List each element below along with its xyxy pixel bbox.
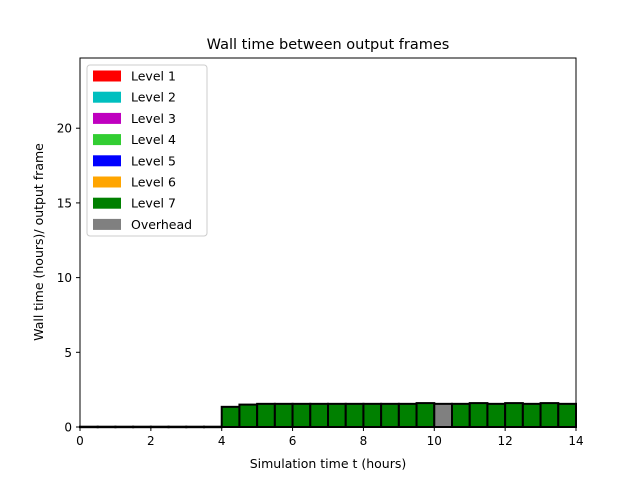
legend-swatch — [93, 197, 121, 209]
x-axis-ticks: 0 2 4 6 8 10 12 14 — [76, 427, 584, 448]
bar-level7 — [344, 402, 365, 428]
chart-title: Wall time between output frames — [207, 37, 450, 53]
bar-level7 — [486, 402, 507, 428]
bar-level7 — [309, 402, 329, 428]
bar-level7 — [521, 402, 542, 428]
y-tick-label: 10 — [57, 271, 72, 285]
bar-level7 — [539, 402, 560, 429]
x-tick-label: 6 — [289, 434, 297, 448]
legend-swatch — [93, 91, 121, 103]
bar-level7 — [451, 402, 471, 428]
y-tick-label: 5 — [64, 346, 72, 360]
y-axis-ticks: 0 5 10 15 20 — [57, 122, 80, 435]
x-tick-label: 12 — [498, 434, 513, 448]
bar-level7 — [291, 402, 312, 428]
y-axis-label: Wall time (hours)/ output frame — [31, 143, 46, 341]
bar-overhead — [433, 402, 453, 428]
x-tick-label: 4 — [218, 434, 226, 448]
legend-swatch — [93, 112, 121, 124]
x-axis-label: Simulation time t (hours) — [250, 456, 407, 471]
legend-swatch — [93, 134, 121, 146]
legend-label: Level 1 — [131, 69, 176, 84]
bar-level7 — [504, 402, 524, 429]
bar-level7 — [557, 402, 577, 428]
x-tick-label: 10 — [427, 434, 442, 448]
legend-swatch — [93, 70, 121, 82]
legend-frame — [86, 64, 208, 237]
legend-label: Overhead — [131, 217, 192, 232]
legend: Level 1 Level 2 Level 3 Level 4 Level 5 Level… — [86, 64, 208, 237]
bar-level7 — [468, 402, 489, 429]
legend-label: Level 4 — [131, 132, 176, 147]
bar-level7 — [327, 402, 347, 428]
legend-swatch — [93, 218, 121, 230]
y-tick-label: 20 — [57, 122, 72, 136]
x-tick-label: 8 — [360, 434, 368, 448]
x-tick-label: 14 — [568, 434, 583, 448]
y-tick-label: 0 — [64, 421, 72, 435]
y-tick-label: 15 — [57, 196, 72, 210]
bar-level7 — [397, 402, 418, 428]
legend-label: Level 6 — [131, 175, 176, 190]
legend-label: Level 7 — [131, 196, 176, 211]
legend-label: Level 2 — [131, 90, 176, 105]
bar-level7 — [415, 402, 436, 429]
plot-frame — [79, 57, 577, 428]
x-tick-label: 2 — [147, 434, 155, 448]
x-tick-label: 0 — [76, 434, 84, 448]
bar-level7 — [380, 402, 400, 428]
bar-level7 — [273, 402, 294, 428]
legend-swatch — [93, 176, 121, 188]
bar-level7 — [238, 403, 259, 429]
legend-label: Level 5 — [131, 153, 176, 168]
bar-level7 — [362, 402, 383, 428]
bar-level7 — [220, 405, 241, 428]
bar-level7 — [256, 402, 276, 428]
legend-label: Level 3 — [131, 111, 176, 126]
legend-swatch — [93, 155, 121, 167]
